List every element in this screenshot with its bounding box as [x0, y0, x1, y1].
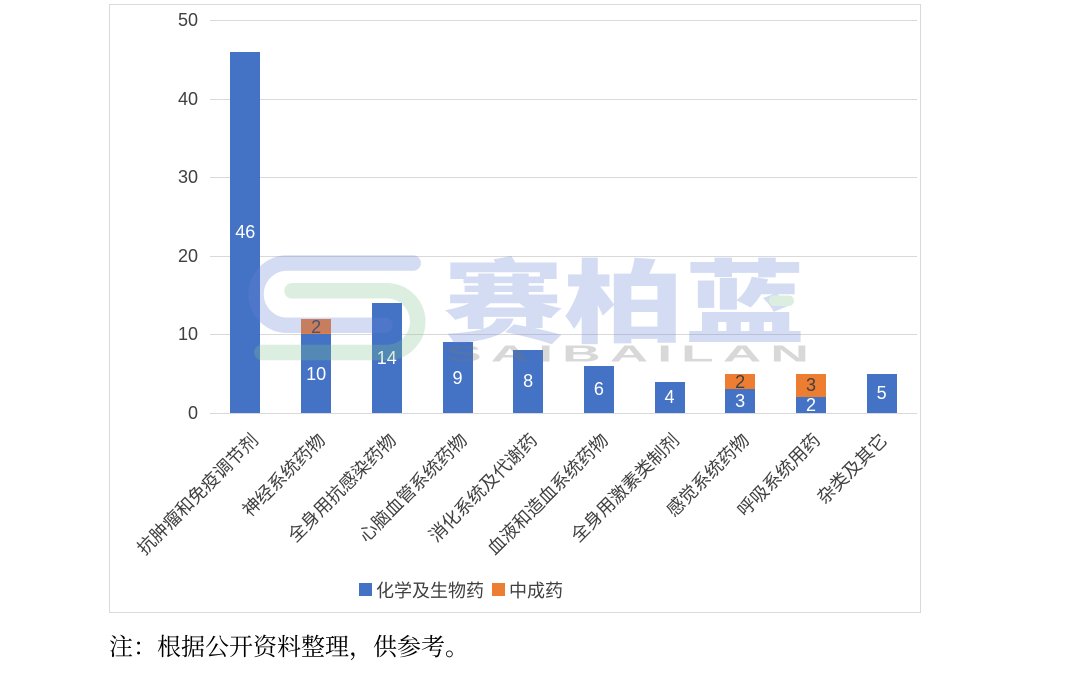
svg-text:SAIBAILAN: SAIBAILAN	[446, 341, 818, 367]
svg-text:赛柏蓝: 赛柏蓝	[443, 230, 805, 361]
